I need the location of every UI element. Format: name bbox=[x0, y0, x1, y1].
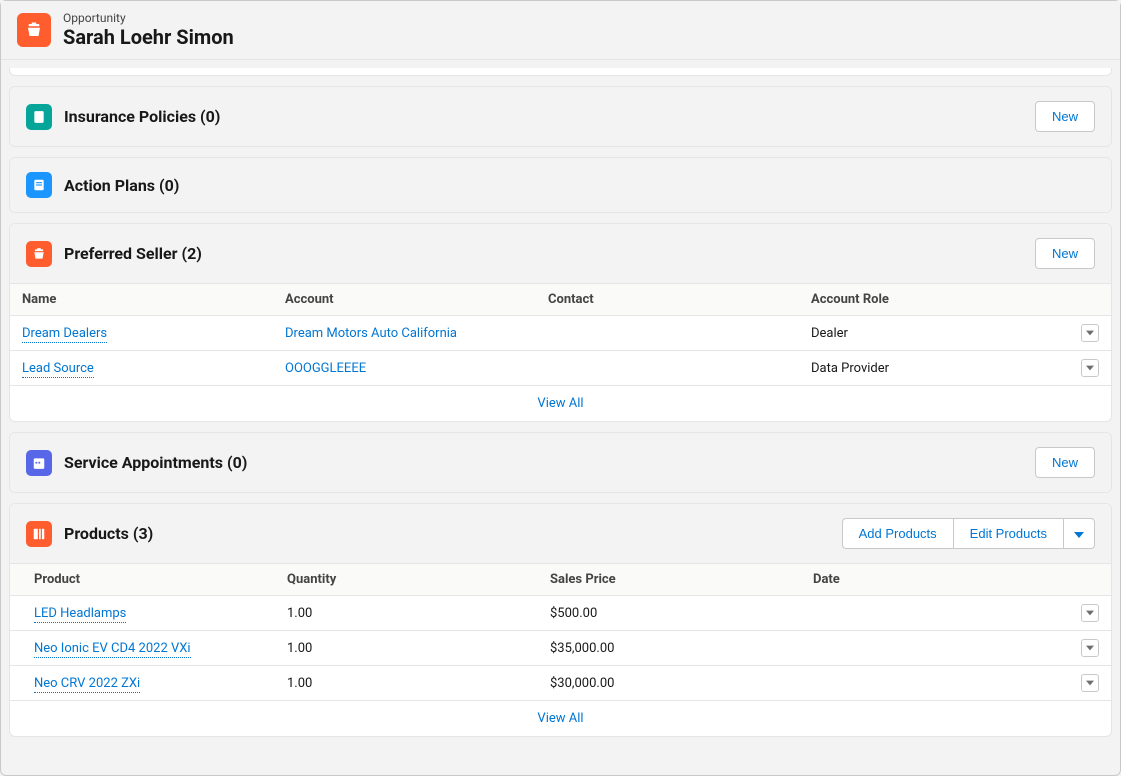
column-header-name[interactable]: Name bbox=[22, 292, 285, 307]
table-row: Neo Ionic EV CD4 2022 VXi 1.00 $35,000.0… bbox=[10, 631, 1111, 666]
table-row: Neo CRV 2022 ZXi 1.00 $30,000.00 bbox=[10, 666, 1111, 701]
table-row: LED Headlamps 1.00 $500.00 bbox=[10, 596, 1111, 631]
page-title: Sarah Loehr Simon bbox=[63, 25, 234, 49]
seller-role: Dealer bbox=[811, 326, 1069, 341]
column-header-role[interactable]: Account Role bbox=[811, 292, 1069, 307]
service-appointments-title[interactable]: Service Appointments (0) bbox=[64, 453, 1035, 472]
new-insurance-policy-button[interactable]: New bbox=[1035, 101, 1095, 132]
product-quantity: 1.00 bbox=[287, 606, 550, 621]
column-header-quantity[interactable]: Quantity bbox=[287, 572, 550, 587]
add-products-button[interactable]: Add Products bbox=[842, 518, 953, 549]
action-plans-icon bbox=[26, 172, 52, 198]
product-price: $30,000.00 bbox=[550, 676, 813, 691]
product-price: $35,000.00 bbox=[550, 641, 813, 656]
products-title[interactable]: Products (3) bbox=[64, 524, 842, 543]
insurance-policies-header: Insurance Policies (0) New bbox=[10, 87, 1111, 146]
edit-products-button[interactable]: Edit Products bbox=[953, 518, 1063, 549]
insurance-policies-title[interactable]: Insurance Policies (0) bbox=[64, 107, 1035, 126]
product-link[interactable]: Neo CRV 2022 ZXi bbox=[34, 676, 140, 693]
content-area: Insurance Policies (0) New Action Plans … bbox=[1, 60, 1120, 745]
new-service-appointment-button[interactable]: New bbox=[1035, 447, 1095, 478]
products-header: Products (3) Add Products Edit Products bbox=[10, 504, 1111, 563]
products-button-group: Add Products Edit Products bbox=[842, 518, 1095, 549]
header-text: Opportunity Sarah Loehr Simon bbox=[63, 11, 234, 49]
page-header: Opportunity Sarah Loehr Simon bbox=[1, 1, 1120, 60]
action-plans-card: Action Plans (0) bbox=[9, 157, 1112, 213]
preferred-seller-card: Preferred Seller (2) New Name Account Co… bbox=[9, 223, 1112, 422]
product-link[interactable]: LED Headlamps bbox=[34, 606, 126, 623]
record-type-label: Opportunity bbox=[63, 11, 234, 25]
column-header-price[interactable]: Sales Price bbox=[550, 572, 813, 587]
products-table-header: Product Quantity Sales Price Date bbox=[10, 563, 1111, 596]
seller-name-link[interactable]: Lead Source bbox=[22, 361, 94, 378]
preferred-seller-icon bbox=[26, 241, 52, 267]
product-quantity: 1.00 bbox=[287, 641, 550, 656]
products-card: Products (3) Add Products Edit Products … bbox=[9, 503, 1112, 737]
seller-account-link[interactable]: OOOGGLEEEE bbox=[285, 361, 366, 376]
products-icon bbox=[26, 521, 52, 547]
column-header-product[interactable]: Product bbox=[34, 572, 287, 587]
row-action-menu[interactable] bbox=[1081, 359, 1099, 377]
service-appointments-card: Service Appointments (0) New bbox=[9, 432, 1112, 493]
action-plans-title[interactable]: Action Plans (0) bbox=[64, 176, 1095, 195]
insurance-policies-card: Insurance Policies (0) New bbox=[9, 86, 1112, 147]
product-price: $500.00 bbox=[550, 606, 813, 621]
preferred-seller-table-header: Name Account Contact Account Role bbox=[10, 283, 1111, 316]
table-row: Lead Source OOOGGLEEEE Data Provider bbox=[10, 351, 1111, 386]
preferred-seller-header: Preferred Seller (2) New bbox=[10, 224, 1111, 283]
service-appointments-header: Service Appointments (0) New bbox=[10, 433, 1111, 492]
products-more-actions-button[interactable] bbox=[1063, 518, 1095, 549]
row-action-menu[interactable] bbox=[1081, 604, 1099, 622]
opportunity-icon bbox=[17, 13, 51, 47]
action-plans-header: Action Plans (0) bbox=[10, 158, 1111, 212]
preferred-seller-view-all[interactable]: View All bbox=[10, 386, 1111, 421]
seller-name-link[interactable]: Dream Dealers bbox=[22, 326, 107, 343]
products-view-all[interactable]: View All bbox=[10, 701, 1111, 736]
table-row: Dream Dealers Dream Motors Auto Californ… bbox=[10, 316, 1111, 351]
row-action-menu[interactable] bbox=[1081, 674, 1099, 692]
column-header-account[interactable]: Account bbox=[285, 292, 548, 307]
column-header-contact[interactable]: Contact bbox=[548, 292, 811, 307]
column-header-date[interactable]: Date bbox=[813, 572, 1069, 587]
clipboard-icon bbox=[26, 104, 52, 130]
seller-account-link[interactable]: Dream Motors Auto California bbox=[285, 326, 457, 341]
truncated-card bbox=[9, 68, 1112, 76]
new-preferred-seller-button[interactable]: New bbox=[1035, 238, 1095, 269]
product-link[interactable]: Neo Ionic EV CD4 2022 VXi bbox=[34, 641, 191, 658]
preferred-seller-title[interactable]: Preferred Seller (2) bbox=[64, 244, 1035, 263]
seller-role: Data Provider bbox=[811, 361, 1069, 376]
product-quantity: 1.00 bbox=[287, 676, 550, 691]
row-action-menu[interactable] bbox=[1081, 324, 1099, 342]
calendar-icon bbox=[26, 450, 52, 476]
row-action-menu[interactable] bbox=[1081, 639, 1099, 657]
